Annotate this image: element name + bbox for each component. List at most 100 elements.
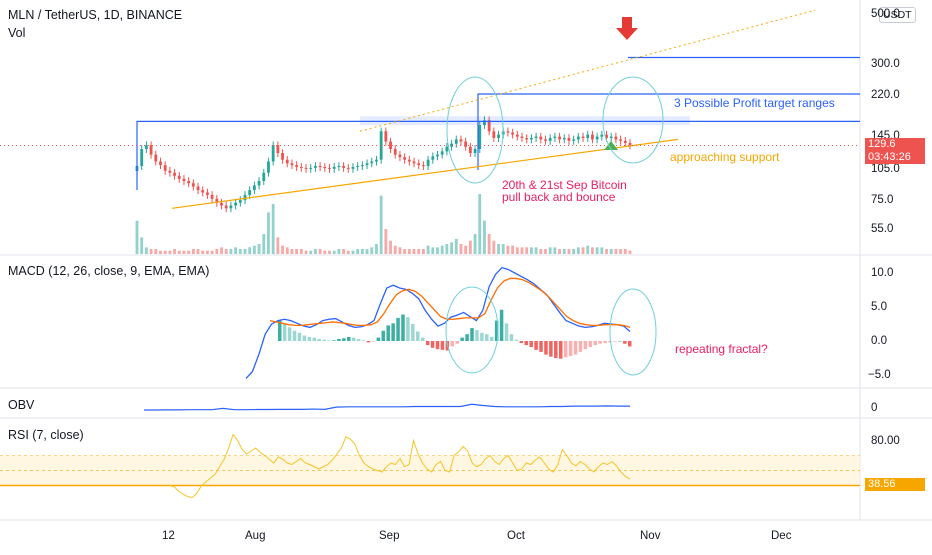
volume-bar	[384, 229, 388, 254]
macd-histogram-bar	[534, 341, 538, 350]
x-tick-sep: Sep	[379, 530, 400, 542]
candle-body	[248, 190, 252, 195]
volume-bar	[548, 247, 552, 254]
volume-bar	[468, 240, 472, 254]
currency-selector[interactable]: USDT	[879, 7, 916, 23]
price-tick-55: 55.0	[871, 223, 894, 235]
volume-bar	[436, 247, 439, 254]
macd-histogram-bar	[302, 335, 307, 341]
range-box	[360, 116, 690, 125]
candle-body	[534, 136, 538, 138]
candle-body	[591, 134, 594, 140]
macd-histogram-bar	[307, 336, 312, 341]
volume-bar	[257, 244, 261, 254]
volume-bar	[511, 245, 515, 254]
volume-bar	[450, 242, 453, 254]
candle-body	[497, 134, 500, 138]
macd-histogram-bar	[563, 341, 568, 358]
highlight-ellipse-price-1	[446, 76, 504, 184]
volume-bar	[177, 250, 181, 254]
volume-bar	[271, 204, 275, 254]
volume-bar	[572, 249, 576, 254]
volume-bar	[196, 249, 200, 254]
candle-body	[403, 157, 407, 160]
candle-body	[576, 136, 580, 140]
candle-body	[187, 181, 191, 184]
candle-body	[177, 175, 181, 179]
macd-histogram-bar	[504, 323, 509, 341]
volume-bar	[342, 249, 345, 254]
macd-histogram-bar	[396, 317, 400, 341]
volume-bar	[379, 195, 383, 254]
candle-body	[206, 192, 209, 195]
candle-body	[182, 178, 186, 182]
volume-bar	[576, 247, 580, 254]
candle-body	[506, 131, 510, 133]
candle-body	[562, 137, 566, 140]
candle-body	[478, 124, 482, 150]
volume-bar	[431, 247, 435, 254]
upper-trendline	[359, 9, 816, 132]
macd-tick-minus5: −5.0	[868, 369, 891, 381]
volume-bar	[295, 249, 299, 254]
volume-bar	[351, 250, 355, 254]
price-pane[interactable]	[0, 9, 860, 254]
candle-body	[464, 141, 468, 147]
macd-histogram-bar	[440, 341, 445, 350]
macd-histogram-bar	[337, 338, 341, 341]
candle-body	[271, 145, 275, 162]
macd-histogram-bar	[381, 330, 386, 341]
volume-bar	[529, 247, 533, 254]
volume-bar	[553, 247, 557, 254]
volume-bar	[149, 249, 153, 254]
candle-body	[159, 161, 162, 166]
macd-histogram-bar	[391, 323, 395, 341]
macd-histogram-bar	[578, 341, 583, 352]
candle-body	[600, 134, 604, 137]
macd-histogram-bar	[568, 341, 573, 356]
bitcoin-note-line2: pull back and bounce	[502, 190, 616, 204]
macd-histogram-bar	[485, 334, 489, 341]
rsi-pane[interactable]	[0, 433, 860, 499]
candle-body	[140, 149, 144, 167]
volume-bar	[168, 250, 172, 254]
volume-bar	[459, 244, 463, 254]
volume-bar	[144, 247, 148, 254]
candle-body	[445, 146, 449, 152]
candle-body	[614, 136, 618, 140]
rsi-tick-80: 80.00	[871, 435, 900, 447]
obv-pane[interactable]	[144, 403, 630, 411]
candle-body	[422, 165, 425, 167]
macd-histogram-bar	[401, 314, 405, 341]
candle-body	[234, 202, 238, 206]
macd-histogram-bar	[347, 336, 351, 341]
green-up-triangle-icon	[604, 141, 618, 150]
volume-bar	[309, 250, 313, 254]
candle-body	[252, 185, 256, 191]
rsi-title: RSI (7, close)	[8, 428, 84, 442]
macd-histogram-bar	[425, 341, 430, 346]
candle-body	[173, 172, 176, 176]
volume-bar	[337, 249, 341, 254]
macd-pane[interactable]	[245, 266, 632, 379]
macd-histogram-bar	[435, 341, 440, 350]
volume-bar	[619, 249, 623, 254]
obv-line	[144, 403, 630, 411]
volume-bar	[135, 220, 139, 254]
macd-histogram-bar	[593, 341, 597, 346]
volume-bar	[454, 239, 458, 254]
volume-bar	[276, 237, 280, 254]
macd-histogram-bar	[549, 341, 553, 357]
candle-body	[337, 166, 341, 168]
x-tick-oct: Oct	[507, 530, 525, 542]
volume-bar	[191, 249, 195, 254]
volume-bar	[206, 250, 209, 254]
candle-body	[201, 190, 205, 193]
volume-bar	[586, 245, 590, 254]
price-tick-500: 500.0	[871, 8, 900, 20]
macd-histogram-bar	[292, 330, 297, 341]
macd-histogram-bar	[327, 340, 331, 341]
candle-body	[351, 166, 355, 169]
